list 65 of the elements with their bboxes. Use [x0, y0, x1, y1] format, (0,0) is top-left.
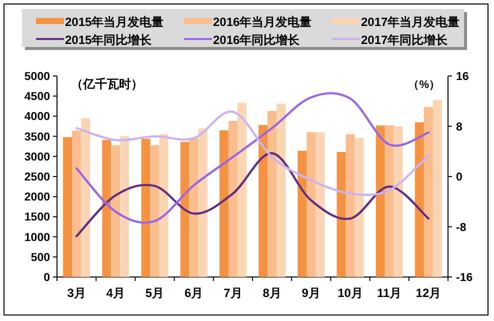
x-tick-label: 6月: [184, 286, 204, 300]
bar: [268, 110, 277, 277]
legend-label: 2017年当月发电量: [361, 15, 460, 29]
y-tick-label: 2500: [24, 172, 50, 184]
x-tick-label: 4月: [106, 286, 125, 300]
legend-label: 2015年当月发电量: [65, 15, 164, 29]
y-tick-label: 5000: [24, 71, 50, 83]
y-tick-label: 1000: [24, 232, 50, 244]
bar: [276, 104, 286, 277]
bar: [346, 134, 355, 277]
y-tick-label: 2000: [24, 192, 50, 204]
legend-label: 2016年同比增长: [213, 33, 301, 47]
bar: [141, 138, 150, 277]
bar: [376, 125, 385, 277]
y2-axis-title: （%）: [408, 79, 440, 91]
bar: [111, 145, 120, 277]
bar: [237, 102, 246, 277]
y2-tick-label: 16: [456, 71, 469, 83]
bar: [298, 150, 307, 277]
bar: [432, 100, 442, 277]
x-tick-label: 7月: [224, 286, 242, 300]
bar: [81, 118, 90, 277]
x-tick-label: 5月: [145, 286, 164, 300]
bar: [228, 121, 238, 277]
bar: [258, 125, 268, 277]
bar: [414, 122, 424, 277]
bar: [120, 136, 130, 277]
y2-tick-label: 8: [456, 121, 463, 134]
bar: [102, 140, 112, 277]
y-tick-label: 4000: [24, 111, 50, 124]
bar: [63, 137, 72, 277]
x-tick-label: 11月: [377, 286, 402, 300]
y-tick-label: 0: [44, 272, 50, 284]
bar: [424, 106, 433, 277]
legend-label: 2017年同比增长: [361, 33, 449, 47]
bar: [306, 132, 316, 277]
line-series: [75, 152, 430, 238]
bar: [180, 142, 190, 277]
y-axis-title: （亿千瓦时）: [71, 77, 143, 91]
bar: [159, 134, 168, 277]
legend-label: 2015年同比增长: [65, 33, 153, 47]
bar: [316, 132, 325, 277]
y-tick-label: 1500: [24, 212, 50, 224]
bar: [189, 138, 198, 277]
y-tick-label: 3000: [24, 151, 50, 164]
x-tick-label: 8月: [262, 286, 282, 300]
y-tick-label: 3500: [24, 131, 50, 144]
bar: [384, 125, 394, 277]
bar: [394, 126, 403, 277]
legend-label: 2016年当月发电量: [213, 15, 312, 29]
bar: [219, 130, 228, 277]
y2-tick-label: 0: [456, 172, 462, 184]
bar: [198, 128, 208, 277]
y-tick-label: 4500: [24, 91, 50, 104]
x-tick-label: 9月: [302, 286, 320, 300]
bar: [336, 152, 346, 277]
x-tick-label: 3月: [67, 286, 86, 300]
y-tick-label: 500: [30, 252, 50, 264]
x-tick-label: 10月: [338, 286, 363, 300]
y2-tick-label: -16: [456, 272, 473, 284]
y2-tick-label: -8: [456, 222, 467, 234]
bar: [72, 130, 82, 277]
bar: [150, 145, 160, 277]
x-tick-label: 12月: [416, 286, 442, 300]
bar: [354, 138, 364, 277]
